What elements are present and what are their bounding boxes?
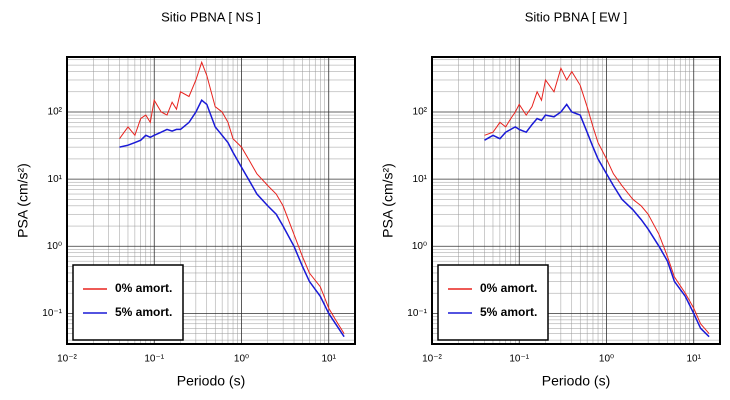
y-tick-label: 10⁰ [412,241,427,252]
plot-frame [66,56,356,345]
y-tick-label: 10⁻¹ [42,308,62,319]
series-line [119,60,345,334]
series-line [484,66,710,334]
series-line [484,103,710,338]
legend-label: 5% amort. [480,305,537,319]
y-tick-label: 10² [48,107,63,118]
y-tick-label: 10⁻¹ [407,308,427,319]
x-tick-label: 10⁻² [57,354,77,365]
y-axis-label: PSA (cm/s²) [380,163,396,238]
x-tick-label: 10¹ [322,354,337,365]
legend-label: 0% amort. [115,281,172,295]
x-tick-label: 10⁰ [599,354,614,365]
y-axis-label: PSA (cm/s²) [15,163,31,238]
chart-title: Sitio PBNA [ NS ] [161,9,261,24]
chart-title: Sitio PBNA [ EW ] [525,9,628,24]
legend-label: 5% amort. [115,305,172,319]
x-tick-label: 10¹ [687,354,702,365]
x-axis-label: Periodo (s) [542,373,610,389]
x-axis-label: Periodo (s) [177,373,245,389]
x-tick-label: 10⁻¹ [509,354,529,365]
legend-label: 0% amort. [480,281,537,295]
series-line [119,99,345,338]
legend-box [437,264,549,341]
x-tick-label: 10⁰ [234,354,249,365]
x-tick-label: 10⁻² [422,354,442,365]
y-tick-label: 10² [413,107,428,118]
y-tick-label: 10¹ [48,174,63,185]
y-tick-label: 10⁰ [47,241,62,252]
x-tick-label: 10⁻¹ [144,354,164,365]
legend-box [72,264,184,341]
plot-frame [431,56,721,345]
y-tick-label: 10¹ [413,174,428,185]
